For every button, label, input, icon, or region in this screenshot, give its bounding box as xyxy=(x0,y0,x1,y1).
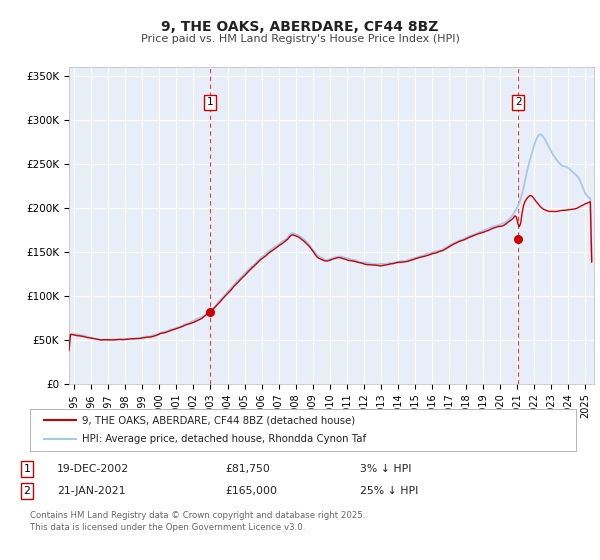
Text: 9, THE OAKS, ABERDARE, CF44 8BZ (detached house): 9, THE OAKS, ABERDARE, CF44 8BZ (detache… xyxy=(82,415,355,425)
Text: 9, THE OAKS, ABERDARE, CF44 8BZ: 9, THE OAKS, ABERDARE, CF44 8BZ xyxy=(161,20,439,34)
Text: 25% ↓ HPI: 25% ↓ HPI xyxy=(360,486,418,496)
Text: 19-DEC-2002: 19-DEC-2002 xyxy=(57,464,129,474)
Text: 21-JAN-2021: 21-JAN-2021 xyxy=(57,486,125,496)
Text: 3% ↓ HPI: 3% ↓ HPI xyxy=(360,464,412,474)
Text: HPI: Average price, detached house, Rhondda Cynon Taf: HPI: Average price, detached house, Rhon… xyxy=(82,435,366,445)
Text: 2: 2 xyxy=(515,97,521,108)
Text: £165,000: £165,000 xyxy=(225,486,277,496)
Text: Price paid vs. HM Land Registry's House Price Index (HPI): Price paid vs. HM Land Registry's House … xyxy=(140,34,460,44)
Text: 1: 1 xyxy=(206,97,213,108)
Text: Contains HM Land Registry data © Crown copyright and database right 2025.
This d: Contains HM Land Registry data © Crown c… xyxy=(30,511,365,531)
Text: 2: 2 xyxy=(23,486,31,496)
Text: £81,750: £81,750 xyxy=(225,464,270,474)
Text: 1: 1 xyxy=(23,464,31,474)
